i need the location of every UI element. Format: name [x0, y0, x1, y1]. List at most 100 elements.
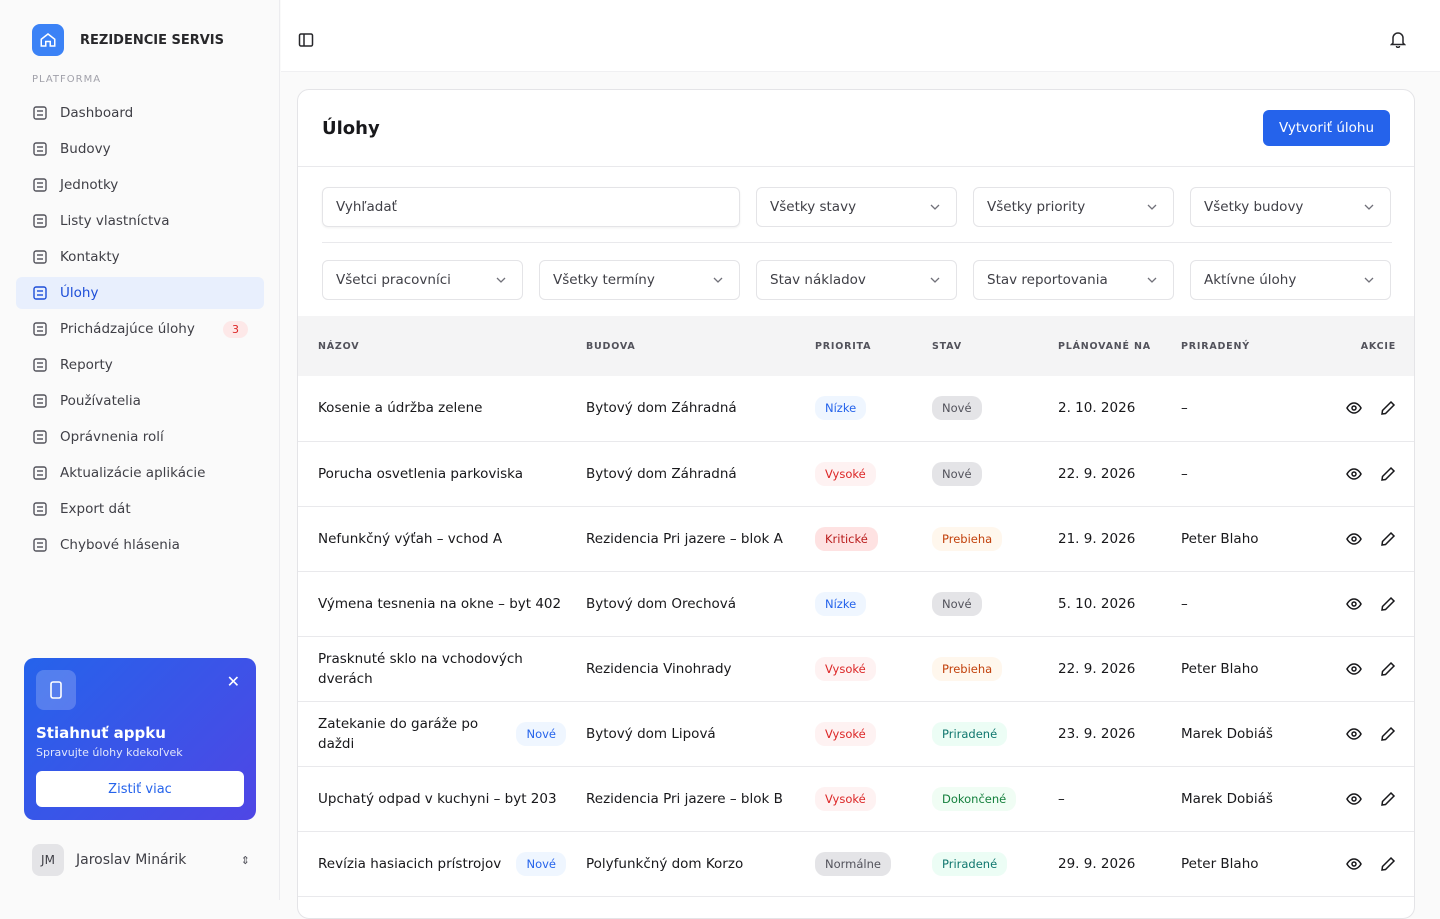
nav-item[interactable]: Prichádzajúce úlohy 3: [16, 313, 264, 345]
divider: [322, 242, 1392, 243]
select[interactable]: Všetky termíny: [539, 260, 740, 300]
actions: [1311, 856, 1396, 872]
tasks-card: Úlohy Vytvoriť úlohu Vyhľadať Všetky sta…: [297, 89, 1415, 919]
table-row[interactable]: Kosenie a údržba zelene Bytový dom Záhrad…: [298, 376, 1414, 442]
status-badge: Nové: [932, 591, 982, 616]
nav-label: Chybové hlásenia: [60, 537, 180, 553]
view-button[interactable]: [1346, 400, 1362, 416]
select-label: Stav reportovania: [987, 272, 1108, 288]
edit-button[interactable]: [1380, 400, 1396, 416]
search-placeholder: Vyhľadať: [336, 199, 397, 215]
select-label: Všetci pracovníci: [336, 272, 451, 288]
table-row[interactable]: Porucha osvetlenia parkoviska Bytový dom …: [298, 441, 1414, 507]
cell: Kritické: [815, 506, 932, 572]
nav-label: Jednotky: [60, 177, 119, 193]
select-label: Všetky priority: [987, 199, 1086, 215]
edit-button[interactable]: [1380, 531, 1396, 547]
nav-item[interactable]: Export dát: [16, 493, 264, 525]
table-row[interactable]: Nefunkčný výťah – vchod A Rezidencia Pri …: [298, 506, 1414, 572]
nav-icon: [32, 465, 48, 481]
sidebar-toggle[interactable]: [298, 32, 314, 48]
chevron: [1364, 277, 1374, 283]
select[interactable]: Všetky priority: [973, 187, 1174, 227]
table-row[interactable]: Upchatý odpad v kuchyni – byt 203 Reziden…: [298, 766, 1414, 832]
cell: Výmena tesnenia na okne – byt 402: [298, 571, 586, 637]
view-button[interactable]: [1346, 466, 1362, 482]
priority-badge: Vysoké: [815, 721, 876, 746]
table-row[interactable]: Prasknuté sklo na vchodových dverách Rezi…: [298, 636, 1414, 702]
nav-item[interactable]: Oprávnenia rolí: [16, 421, 264, 453]
nav-item[interactable]: Reporty: [16, 349, 264, 381]
chevron: [1147, 204, 1157, 210]
table-row[interactable]: Revízia hasiacich prístrojov Nové Polyfunk…: [298, 831, 1414, 897]
view-button[interactable]: [1346, 596, 1362, 612]
avatar: JM: [32, 844, 64, 876]
task-title: Revízia hasiacich prístrojov: [318, 855, 502, 872]
actions: [1311, 791, 1396, 807]
nav-item[interactable]: Chybové hlásenia: [16, 529, 264, 561]
edit-button[interactable]: [1380, 661, 1396, 677]
nav-item[interactable]: Dashboard: [16, 97, 264, 129]
actions: [1311, 661, 1396, 677]
nav: Dashboard Budovy Jednotky Listy vlastníctva…: [16, 97, 264, 565]
close[interactable]: ✕: [226, 672, 240, 691]
edit-button[interactable]: [1380, 726, 1396, 742]
status-badge: Prebieha: [932, 526, 1003, 551]
chevron: [1147, 277, 1157, 283]
nav-item[interactable]: Aktualizácie aplikácie: [16, 457, 264, 489]
header-row: NÁZOV BUDOVA PRIORITA STAV PLÁNOVANÉ NA PRIRA…: [298, 316, 1414, 376]
nav-icon: [32, 393, 48, 409]
brand[interactable]: REZIDENCIE SERVIS: [32, 24, 224, 56]
column-header: PRIRADENÝ: [1181, 316, 1311, 376]
view-button[interactable]: [1346, 531, 1362, 547]
select[interactable]: Všetky budovy: [1190, 187, 1391, 227]
status-badge: Priradené: [932, 851, 1008, 876]
nav-item[interactable]: Kontakty: [16, 241, 264, 273]
edit-button[interactable]: [1380, 791, 1396, 807]
edit-button[interactable]: [1380, 466, 1396, 482]
view-button[interactable]: [1346, 856, 1362, 872]
user[interactable]: JM Jaroslav Minárik ⇕: [32, 844, 250, 876]
nav-icon: [32, 537, 48, 553]
cell: Vysoké: [815, 636, 932, 702]
building: Bytový dom Orechová: [586, 571, 815, 637]
nav-item[interactable]: Úlohy: [16, 277, 264, 309]
create-button[interactable]: Vytvoriť úlohu: [1263, 110, 1390, 146]
cell: Vysoké: [815, 441, 932, 507]
edit-button[interactable]: [1380, 856, 1396, 872]
nav-item[interactable]: Budovy: [16, 133, 264, 165]
view-button[interactable]: [1346, 791, 1362, 807]
date: 29. 9. 2026: [1058, 831, 1181, 897]
priority-badge: Vysoké: [815, 656, 876, 681]
select[interactable]: Stav nákladov: [756, 260, 957, 300]
select[interactable]: Všetci pracovníci: [322, 260, 523, 300]
nav-item[interactable]: Listy vlastníctva: [16, 205, 264, 237]
select[interactable]: Stav reportovania: [973, 260, 1174, 300]
table-row[interactable]: Výmena tesnenia na okne – byt 402 Bytový …: [298, 571, 1414, 637]
actions: [1311, 531, 1396, 547]
table-row[interactable]: Zatekanie do garáže po daždi Nové Bytový d…: [298, 701, 1414, 767]
search[interactable]: Vyhľadať: [322, 187, 740, 227]
view-button[interactable]: [1346, 661, 1362, 677]
edit-button[interactable]: [1380, 596, 1396, 612]
task-title: Prasknuté sklo na vchodových dverách: [318, 650, 523, 687]
page-title: Úlohy: [322, 117, 380, 139]
column-header: AKCIE: [1311, 316, 1414, 376]
nav-item[interactable]: Jednotky: [16, 169, 264, 201]
select[interactable]: Všetky stavy: [756, 187, 957, 227]
nav-icon: [32, 105, 48, 121]
priority-badge: Kritické: [815, 526, 878, 551]
select[interactable]: Aktívne úlohy: [1190, 260, 1391, 300]
status-badge: Nové: [932, 461, 982, 486]
select-label: Stav nákladov: [770, 272, 866, 288]
brand-name: REZIDENCIE SERVIS: [80, 32, 225, 48]
cell: [1311, 636, 1414, 702]
nav-label: Export dát: [60, 501, 131, 517]
priority-badge: Vysoké: [815, 461, 876, 486]
notifications[interactable]: [1390, 31, 1406, 48]
promo-button[interactable]: Zistiť viac: [36, 771, 244, 807]
date: –: [1058, 766, 1181, 832]
nav-item[interactable]: Používatelia: [16, 385, 264, 417]
view-button[interactable]: [1346, 726, 1362, 742]
column-header: PLÁNOVANÉ NA: [1058, 316, 1181, 376]
